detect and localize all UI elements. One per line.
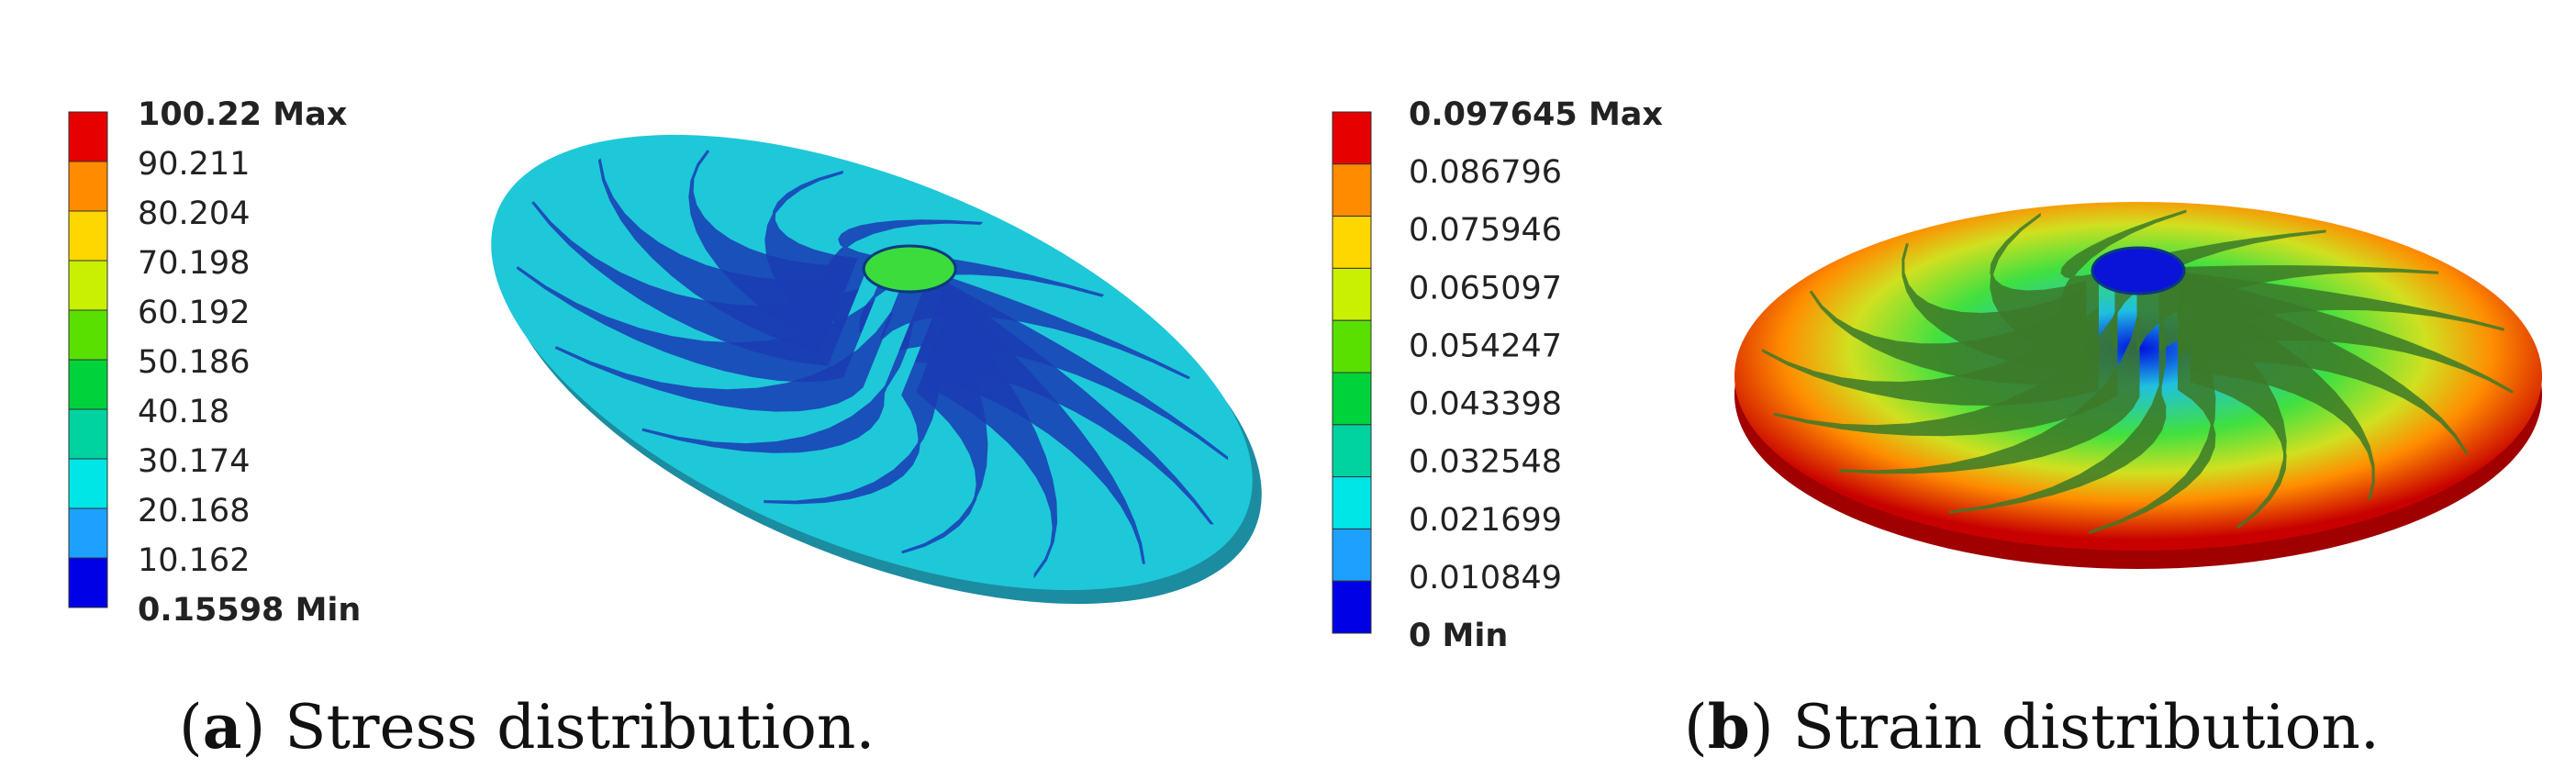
caption: (a) Stress distribution. [179,691,875,763]
legend-swatch [1332,216,1372,269]
legend-label: 90.211 [138,146,250,183]
legend-label: 70.198 [138,245,250,282]
caption-open: ( [1684,692,1708,763]
legend-swatch [1332,111,1372,165]
legend-label: 0.010849 [1409,560,1562,596]
legend-swatch [1332,476,1372,529]
legend-label: 0.043398 [1409,386,1562,423]
blade [641,318,915,453]
legend-swatch [1332,580,1372,634]
legend-label: 0.021699 [1409,502,1562,539]
legend-swatch [68,359,108,410]
legend-label: 0.032548 [1409,444,1562,481]
caption-open: ( [179,692,203,763]
legend-swatch [68,507,108,559]
blade [2089,305,2216,535]
legend-swatch [68,309,108,361]
legend-swatch [68,408,108,460]
legend-swatch [68,210,108,262]
legends: 100.22 Max 90.211 80.204 70.198 60.192 50.186… [68,96,1663,654]
legend-swatch [1332,163,1372,217]
legend-swatch [1332,372,1372,426]
legend-label: 50.186 [138,344,250,381]
legend-label: 30.174 [138,443,250,480]
legend-label: 0.097645 Max [1409,96,1663,133]
blade [764,316,941,505]
caption-text: ) Strain distribution. [1750,692,2380,763]
legend-swatch [1332,267,1372,321]
blade [822,219,984,333]
hub [2091,246,2186,295]
legend-label: 100.22 Max [138,96,348,133]
legend-label: 0.054247 [1409,328,1562,364]
legend-label: 0.086796 [1409,154,1562,191]
hub [862,244,957,294]
legend-label: 10.162 [138,542,250,579]
stress-impeller [491,134,1262,605]
caption-label: a [203,691,242,763]
legend-swatch [68,557,108,608]
legend-swatch [68,111,108,162]
legend-swatch [68,161,108,212]
blade [923,296,1145,564]
legend-label: 0.15598 Min [138,592,361,629]
blade [2060,209,2187,357]
legend-label: 40.18 [138,394,229,430]
strain-impeller [1734,202,2542,569]
legend-label: 0 Min [1409,618,1508,654]
caption-label: b [1708,691,1750,763]
legend-swatch [68,260,108,311]
legend-label: 60.192 [138,295,250,331]
legend-label: 80.204 [138,195,250,232]
legend-swatch [1332,528,1372,582]
caption: (b) Strain distribution. [1684,691,2380,763]
blade [1948,314,2167,514]
legend-swatch [1332,424,1372,478]
legend-swatch [1332,319,1372,373]
caption-text: ) Stress distribution. [242,692,875,763]
legend-label: 20.168 [138,493,250,529]
blade [2190,280,2468,457]
legend-label: 0.075946 [1409,212,1562,249]
legend-label: 0.065097 [1409,270,1562,306]
legend-swatch [68,458,108,509]
blade [1990,212,2087,364]
